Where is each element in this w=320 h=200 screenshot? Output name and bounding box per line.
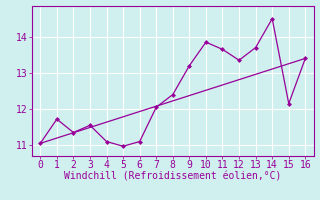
X-axis label: Windchill (Refroidissement éolien,°C): Windchill (Refroidissement éolien,°C) [64, 172, 282, 182]
